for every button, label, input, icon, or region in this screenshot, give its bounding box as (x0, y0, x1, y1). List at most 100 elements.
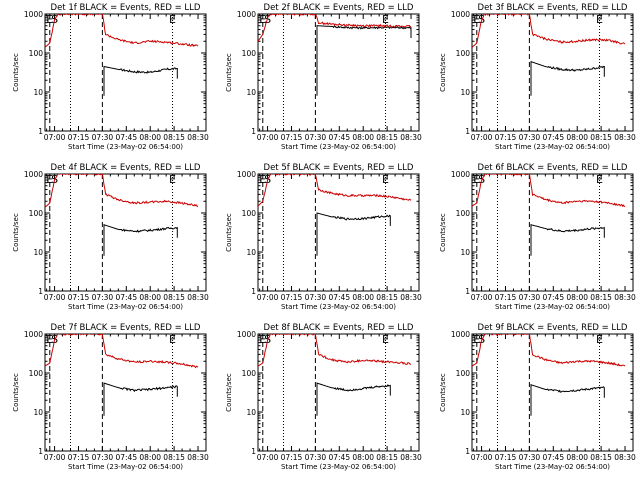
series-group (258, 174, 412, 256)
interval-marker-label: E (473, 173, 480, 186)
y-tick-label: 10 (33, 248, 43, 257)
interval-marker-label: E (596, 173, 603, 186)
y-axis-label: Counts/sec (439, 213, 447, 252)
x-tick-label: 07:30 (519, 453, 541, 462)
y-tick-label: 100 (29, 49, 44, 58)
interval-marker-label: E (473, 13, 480, 26)
x-tick-label: 07:00 (44, 133, 66, 142)
interval-marker-label: E (259, 333, 266, 346)
interval-marker-label: E (259, 13, 266, 26)
x-axis-label: Start Time (23-May-02 06:54:00) (281, 303, 396, 311)
y-tick-label: 1000 (237, 170, 256, 179)
axes-frame (44, 13, 207, 132)
y-tick-label: 1000 (237, 330, 256, 339)
series-line-events (316, 382, 391, 416)
x-tick-label: 07:00 (471, 453, 493, 462)
x-axis-label: Start Time (23-May-02 06:54:00) (68, 463, 183, 471)
series-group (45, 334, 199, 416)
y-tick-label: 100 (242, 49, 257, 58)
x-tick-label: 08:00 (566, 293, 588, 302)
x-tick-label: 08:15 (376, 453, 398, 462)
interval-marker-label: E (169, 13, 176, 26)
x-tick-label: 08:15 (376, 133, 398, 142)
interval-marker-label: E (46, 13, 53, 26)
y-tick-label: 10 (246, 408, 256, 417)
series-group (472, 14, 626, 96)
x-tick-label: 07:15 (281, 293, 303, 302)
x-axis-label: Start Time (23-May-02 06:54:00) (495, 303, 610, 311)
series-line-lld (472, 334, 626, 367)
interval-marker-label: E (382, 333, 389, 346)
x-tick-label: 07:45 (542, 293, 564, 302)
interval-marker-label: E (382, 13, 389, 26)
panel-7: Det 7f BLACK = Events, RED = LLD 1 10 100 10… (12, 323, 209, 471)
interval-marker-label: E (259, 173, 266, 186)
y-tick-label: 1000 (237, 10, 256, 19)
y-tick-label: 1 (38, 287, 43, 296)
y-tick-label: 10 (460, 88, 470, 97)
axes-frame (44, 173, 207, 292)
x-tick-label: 07:00 (44, 293, 66, 302)
y-tick-label: 1 (251, 287, 256, 296)
y-tick-label: 10 (246, 88, 256, 97)
axes-frame (44, 333, 207, 452)
x-tick-label: 07:00 (257, 133, 279, 142)
axes-frame (471, 333, 634, 452)
series-line-events (530, 223, 605, 256)
series-line-events (316, 25, 412, 96)
x-tick-label: 07:30 (92, 453, 114, 462)
y-tick-label: 10 (246, 248, 256, 257)
y-axis-label: Counts/sec (225, 213, 233, 252)
y-tick-label: 100 (29, 369, 44, 378)
x-tick-label: 07:15 (495, 453, 517, 462)
x-tick-label: 08:30 (400, 293, 422, 302)
series-line-lld (258, 174, 412, 207)
x-tick-label: 07:15 (68, 293, 90, 302)
y-tick-label: 10 (33, 408, 43, 417)
y-tick-label: 1 (251, 127, 256, 136)
y-tick-label: 1000 (24, 10, 43, 19)
x-axis-label: Start Time (23-May-02 06:54:00) (495, 143, 610, 151)
y-tick-label: 100 (242, 209, 257, 218)
x-tick-label: 08:30 (614, 453, 636, 462)
x-tick-label: 08:15 (590, 133, 612, 142)
y-tick-label: 10 (460, 408, 470, 417)
x-tick-label: 07:45 (115, 453, 137, 462)
interval-marker-label: E (596, 13, 603, 26)
panel-title: Det 9f BLACK = Events, RED = LLD (478, 323, 628, 333)
y-axis-label: Counts/sec (225, 53, 233, 92)
y-tick-label: 1 (465, 447, 470, 456)
y-tick-label: 100 (29, 209, 44, 218)
y-tick-label: 100 (242, 369, 257, 378)
panel-8: Det 8f BLACK = Events, RED = LLD 1 10 100 10… (225, 323, 422, 471)
interval-marker-label: E (169, 333, 176, 346)
x-axis-label: Start Time (23-May-02 06:54:00) (281, 463, 396, 471)
panel-title: Det 5f BLACK = Events, RED = LLD (264, 163, 414, 173)
series-group (258, 334, 412, 416)
x-tick-label: 07:30 (519, 133, 541, 142)
series-line-lld (45, 14, 199, 48)
interval-marker-label: E (46, 333, 53, 346)
y-tick-label: 1000 (451, 10, 470, 19)
panel-title: Det 3f BLACK = Events, RED = LLD (478, 3, 628, 13)
panel-3: Det 3f BLACK = Events, RED = LLD 1 10 100 10… (439, 3, 636, 151)
x-tick-label: 08:00 (566, 453, 588, 462)
y-tick-label: 100 (456, 369, 471, 378)
interval-marker-label: E (169, 173, 176, 186)
y-axis-label: Counts/sec (439, 373, 447, 412)
y-axis-label: Counts/sec (12, 53, 20, 92)
axes-frame (257, 173, 420, 292)
x-tick-label: 07:30 (519, 293, 541, 302)
panel-title: Det 4f BLACK = Events, RED = LLD (51, 163, 201, 173)
y-tick-label: 1000 (451, 170, 470, 179)
x-tick-label: 08:30 (614, 133, 636, 142)
series-group (472, 174, 626, 256)
panel-title: Det 1f BLACK = Events, RED = LLD (51, 3, 201, 13)
x-tick-label: 08:15 (376, 293, 398, 302)
y-tick-label: 10 (33, 88, 43, 97)
x-tick-label: 08:30 (614, 293, 636, 302)
series-line-events (316, 212, 391, 256)
x-tick-label: 07:00 (471, 133, 493, 142)
x-tick-label: 08:30 (187, 293, 209, 302)
x-tick-label: 08:15 (163, 293, 185, 302)
